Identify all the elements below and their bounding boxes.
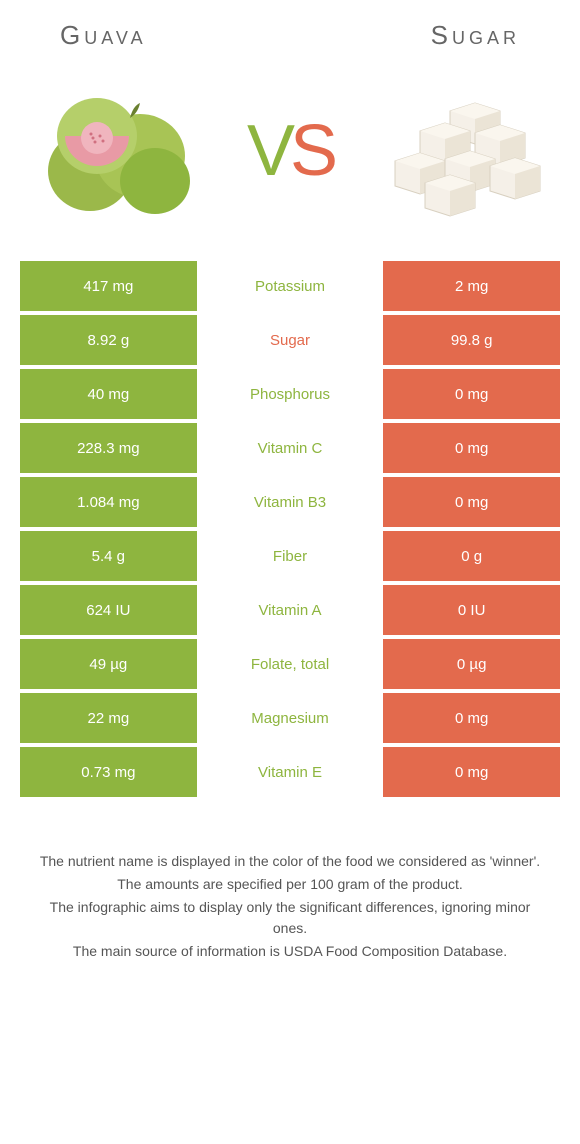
nutrient-label: Vitamin E — [197, 747, 384, 797]
footer-line-2: The amounts are specified per 100 gram o… — [35, 874, 545, 895]
left-value: 1.084 mg — [20, 477, 197, 527]
nutrient-label: Potassium — [197, 261, 384, 311]
right-value: 0 IU — [383, 585, 560, 635]
right-value: 0 µg — [383, 639, 560, 689]
nutrient-label: Phosphorus — [197, 369, 384, 419]
nutrient-label: Vitamin B3 — [197, 477, 384, 527]
right-value: 0 mg — [383, 369, 560, 419]
nutrient-label: Sugar — [197, 315, 384, 365]
table-row: 624 IUVitamin A0 IU — [20, 585, 560, 635]
table-row: 228.3 mgVitamin C0 mg — [20, 423, 560, 473]
header: Guava Sugar — [0, 0, 580, 61]
hero-section: VS — [0, 61, 580, 261]
left-value: 8.92 g — [20, 315, 197, 365]
left-value: 417 mg — [20, 261, 197, 311]
guava-image — [30, 71, 210, 231]
vs-s: S — [290, 111, 333, 191]
left-value: 624 IU — [20, 585, 197, 635]
table-row: 8.92 gSugar99.8 g — [20, 315, 560, 365]
table-row: 0.73 mgVitamin E0 mg — [20, 747, 560, 797]
vs-v: V — [247, 111, 290, 191]
comparison-table: 417 mgPotassium2 mg8.92 gSugar99.8 g40 m… — [0, 261, 580, 797]
nutrient-label: Vitamin A — [197, 585, 384, 635]
table-row: 22 mgMagnesium0 mg — [20, 693, 560, 743]
left-value: 49 µg — [20, 639, 197, 689]
title-right: Sugar — [431, 20, 520, 51]
sugar-image — [370, 71, 550, 231]
footer-line-3: The infographic aims to display only the… — [35, 897, 545, 939]
left-value: 0.73 mg — [20, 747, 197, 797]
nutrient-label: Fiber — [197, 531, 384, 581]
table-row: 40 mgPhosphorus0 mg — [20, 369, 560, 419]
table-row: 5.4 gFiber0 g — [20, 531, 560, 581]
nutrient-label: Magnesium — [197, 693, 384, 743]
right-value: 0 mg — [383, 747, 560, 797]
nutrient-label: Vitamin C — [197, 423, 384, 473]
footer-notes: The nutrient name is displayed in the co… — [0, 801, 580, 984]
right-value: 99.8 g — [383, 315, 560, 365]
table-row: 417 mgPotassium2 mg — [20, 261, 560, 311]
right-value: 0 mg — [383, 693, 560, 743]
table-row: 1.084 mgVitamin B30 mg — [20, 477, 560, 527]
left-value: 5.4 g — [20, 531, 197, 581]
vs-label: VS — [247, 110, 333, 192]
footer-line-4: The main source of information is USDA F… — [35, 941, 545, 962]
title-left: Guava — [60, 20, 147, 51]
left-value: 22 mg — [20, 693, 197, 743]
footer-line-1: The nutrient name is displayed in the co… — [35, 851, 545, 872]
left-value: 40 mg — [20, 369, 197, 419]
table-row: 49 µgFolate, total0 µg — [20, 639, 560, 689]
right-value: 2 mg — [383, 261, 560, 311]
right-value: 0 g — [383, 531, 560, 581]
nutrient-label: Folate, total — [197, 639, 384, 689]
right-value: 0 mg — [383, 423, 560, 473]
right-value: 0 mg — [383, 477, 560, 527]
left-value: 228.3 mg — [20, 423, 197, 473]
